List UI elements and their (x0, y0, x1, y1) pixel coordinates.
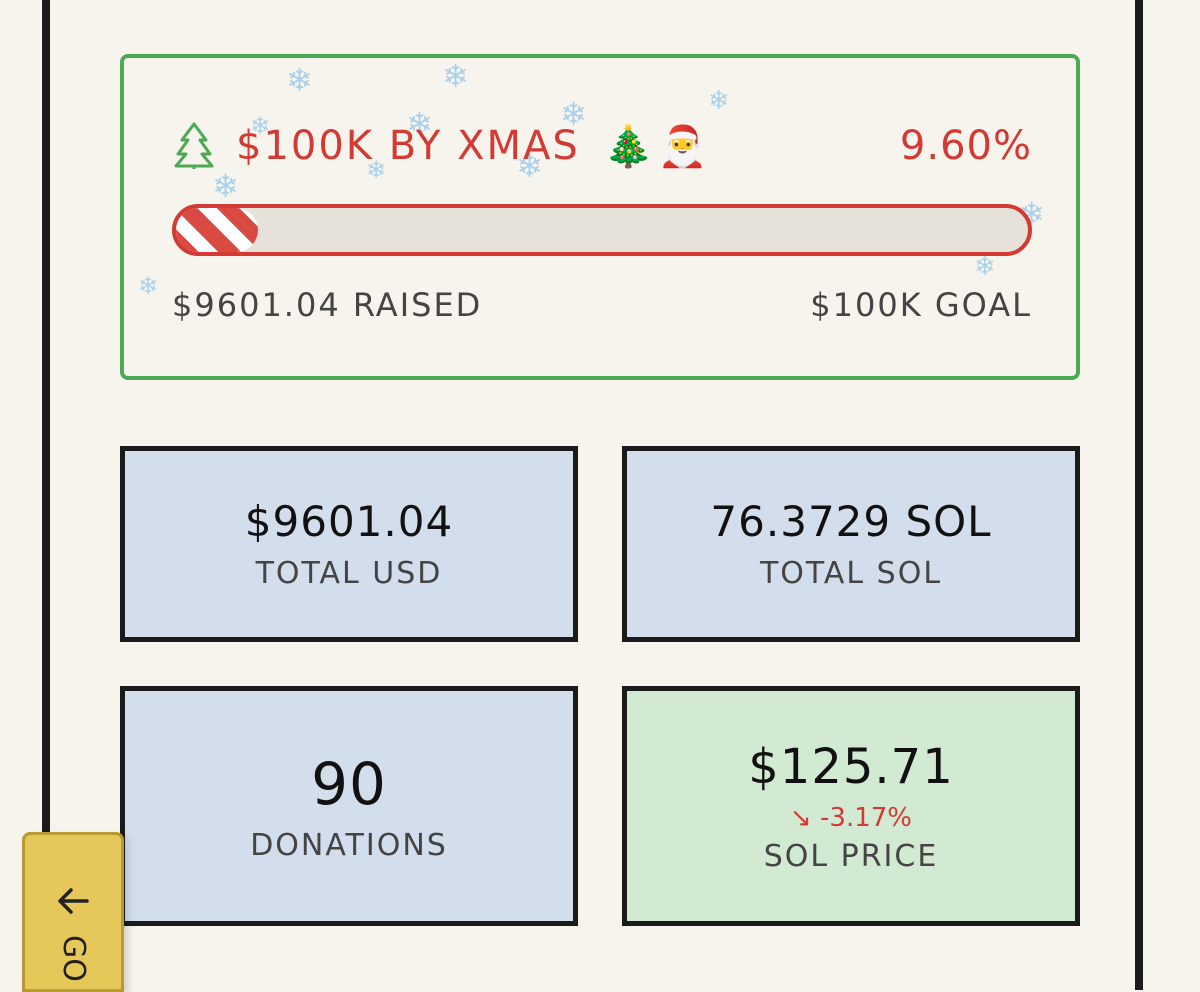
arrow-left-icon (58, 888, 89, 914)
sol-price-label: SOL PRICE (763, 838, 939, 874)
donations-label: DONATIONS (250, 827, 448, 863)
snowflake-icon: ❄ (212, 167, 239, 205)
snowflake-icon: ❄ (138, 272, 159, 300)
snowflake-icon: ❄ (974, 252, 996, 282)
snowflake-icon: ❄ (560, 95, 587, 133)
snowflake-icon: ❄ (406, 105, 433, 143)
snowflake-icon: ❄ (708, 86, 730, 116)
snowflake-icon: ❄ (442, 57, 469, 95)
goal-progress-bar (172, 204, 1032, 256)
goal-header: $100K BY XMAS 🎄 🎅 9.60% (172, 116, 1032, 176)
total-usd-label: TOTAL USD (255, 556, 443, 591)
snowflake-icon: ❄ (516, 147, 543, 185)
christmas-tree-icon: 🎄 (603, 123, 654, 170)
santa-icon: 🎅 (657, 123, 708, 170)
snowflake-icon: ❄ (250, 112, 271, 140)
tree-outline-icon (174, 122, 214, 169)
total-sol-label: TOTAL SOL (759, 556, 943, 591)
go-tab-label: GO (56, 935, 91, 982)
total-sol-value: 76.3729 SOL (710, 497, 992, 546)
snowflake-icon: ❄ (366, 156, 387, 184)
donations-card: 90 DONATIONS (120, 686, 578, 926)
goal-progress-fill (176, 208, 258, 252)
total-sol-card: 76.3729 SOL TOTAL SOL (622, 446, 1080, 642)
goal-title: $100K BY XMAS (236, 123, 580, 169)
raised-amount: $9601.04 RAISED (172, 286, 483, 324)
goal-amount: $100K GOAL (810, 286, 1032, 324)
sol-price-change: ↘ -3.17% (789, 802, 913, 833)
sol-price-value: $125.71 (748, 738, 954, 795)
sol-price-card: $125.71 ↘ -3.17% SOL PRICE (622, 686, 1080, 926)
total-usd-card: $9601.04 TOTAL USD (120, 446, 578, 642)
snowflake-icon: ❄ (286, 61, 313, 99)
go-back-tab[interactable]: GO (22, 832, 124, 992)
xmas-goal-card: ❄ ❄ ❄ ❄ ❄ ❄ ❄ ❄ ❄ ❄ ❄ ❄ $100K BY XMAS 🎄 … (120, 54, 1080, 380)
goal-footer: $9601.04 RAISED $100K GOAL (172, 286, 1032, 324)
goal-percent: 9.60% (899, 123, 1032, 169)
donations-value: 90 (311, 749, 387, 818)
total-usd-value: $9601.04 (244, 497, 454, 546)
